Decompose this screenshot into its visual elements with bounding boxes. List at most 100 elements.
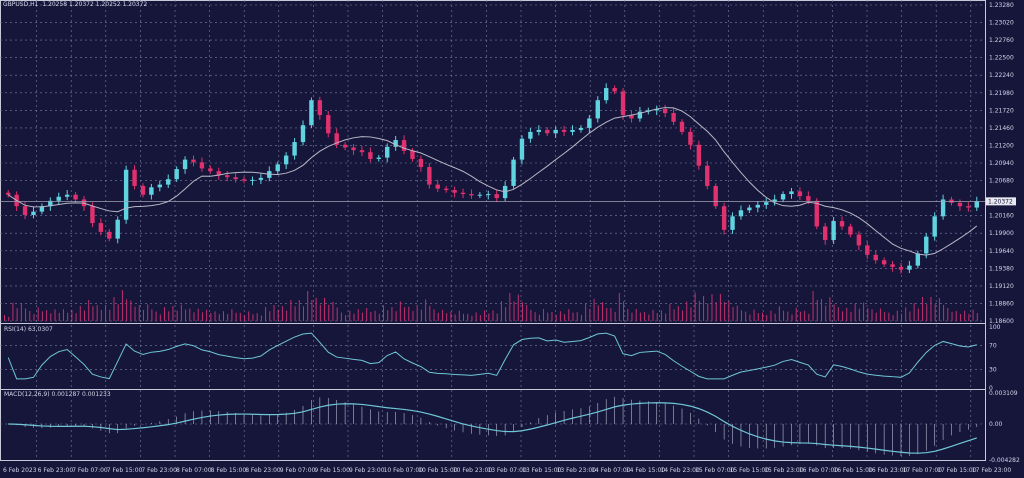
volume-bar (227, 314, 229, 321)
candle-bear (966, 206, 971, 208)
volume-bar (589, 308, 591, 321)
volume-bar (787, 311, 789, 321)
candle-bear (427, 167, 432, 185)
volume-bar (551, 312, 553, 321)
candle-bull (393, 140, 398, 147)
volume-bar (900, 313, 902, 321)
macd-signal-line (8, 402, 977, 454)
volume-bar (425, 299, 427, 321)
candle-bull (772, 199, 777, 203)
volume-bar (669, 304, 671, 321)
volume-bar (905, 307, 907, 321)
volume-bar (210, 313, 212, 321)
volume-bar (100, 309, 102, 321)
candle-bull (300, 125, 306, 143)
candle-bear (342, 144, 348, 148)
volume-bar (833, 304, 835, 321)
volume-bar (164, 307, 166, 321)
candle-bull (738, 210, 744, 217)
current-price-tag (986, 197, 1016, 206)
candle-bear (98, 223, 104, 232)
volume-bar (496, 313, 498, 321)
volume-bar (580, 314, 582, 321)
volume-bar (311, 300, 313, 321)
volume-bar (336, 307, 338, 321)
x-tick-label: 7 Feb 15:00 (107, 467, 143, 474)
candle-bull (940, 199, 946, 217)
volume-bar (538, 314, 540, 321)
volume-bar (917, 308, 919, 321)
volume-bar (340, 312, 342, 321)
candle-bear (705, 165, 710, 186)
volume-bar (762, 312, 764, 321)
volume-bar (959, 314, 961, 321)
volume-bar (968, 313, 970, 321)
volume-bar (601, 302, 603, 321)
volume-bar (635, 309, 637, 321)
candle-bull (123, 169, 129, 220)
volume-bar (934, 304, 936, 321)
y-tick-label: 1.19380 (989, 265, 1014, 272)
volume-bar (943, 304, 945, 321)
x-tick-label: 15 Feb 15:00 (730, 467, 770, 474)
candle-bull (31, 211, 36, 215)
volume-bar (547, 312, 549, 321)
rsi-tick-label: 30 (989, 367, 997, 374)
volume-bar (260, 315, 262, 321)
y-tick-label: 1.21980 (989, 90, 1014, 97)
x-tick-label: 7 Feb 07:00 (72, 467, 108, 474)
volume-bar (500, 301, 502, 321)
volume-bar (126, 299, 128, 321)
volume-bar (488, 313, 490, 321)
x-tick-label: 17 Feb 15:00 (937, 467, 977, 474)
volume-bar (105, 305, 107, 321)
candle-bull (309, 100, 314, 126)
volume-bar (854, 303, 856, 321)
volume-bar (719, 294, 721, 321)
x-tick-label: 14 Feb 15:00 (626, 467, 666, 474)
volume-bar (332, 301, 334, 321)
candle-bear (233, 177, 238, 180)
candle-bull (477, 194, 483, 196)
candle-bear (881, 260, 887, 265)
volume-bar (54, 309, 56, 321)
volume-bar (724, 302, 726, 321)
candle-bull (831, 221, 836, 240)
volume-bar (281, 306, 283, 321)
candle-bull (570, 129, 575, 132)
volume-bar (652, 309, 654, 321)
volume-bar (159, 314, 161, 321)
volume-bar (509, 293, 511, 321)
volume-bar (774, 313, 776, 321)
candle-bear (73, 194, 78, 200)
y-tick-label: 1.21460 (989, 125, 1014, 132)
x-tick-label: 16 Feb 15:00 (833, 467, 873, 474)
volume-bar (454, 314, 456, 321)
volume-bar (694, 292, 696, 321)
volume-bar (534, 312, 536, 321)
volume-bar (863, 302, 865, 321)
candle-bear (359, 150, 365, 153)
x-tick-label: 15 Feb 23:00 (764, 467, 804, 474)
volume-bar (84, 310, 86, 321)
volume-bar (374, 310, 376, 321)
volume-bar (703, 296, 705, 321)
volume-bar (193, 312, 195, 321)
volume-bar (16, 308, 18, 321)
candle-bear (317, 100, 323, 116)
x-tick-label: 14 Feb 07:00 (591, 467, 631, 474)
volume-bar (639, 312, 641, 321)
candle-bear (797, 191, 803, 197)
current-price-label: 1.20372 (988, 198, 1013, 205)
volume-bar (686, 301, 688, 321)
volume-bar (416, 304, 418, 321)
candle-bull (174, 169, 179, 180)
ohlc-readout: 1.20258 1.20372 1.20252 1.20372 (42, 1, 148, 8)
x-tick-label: 14 Feb 23:00 (660, 467, 700, 474)
candle-bear (856, 234, 862, 246)
volume-bar (366, 308, 368, 321)
volume-bar (109, 309, 111, 321)
volume-bar (867, 308, 869, 321)
candle-bear (822, 226, 828, 240)
